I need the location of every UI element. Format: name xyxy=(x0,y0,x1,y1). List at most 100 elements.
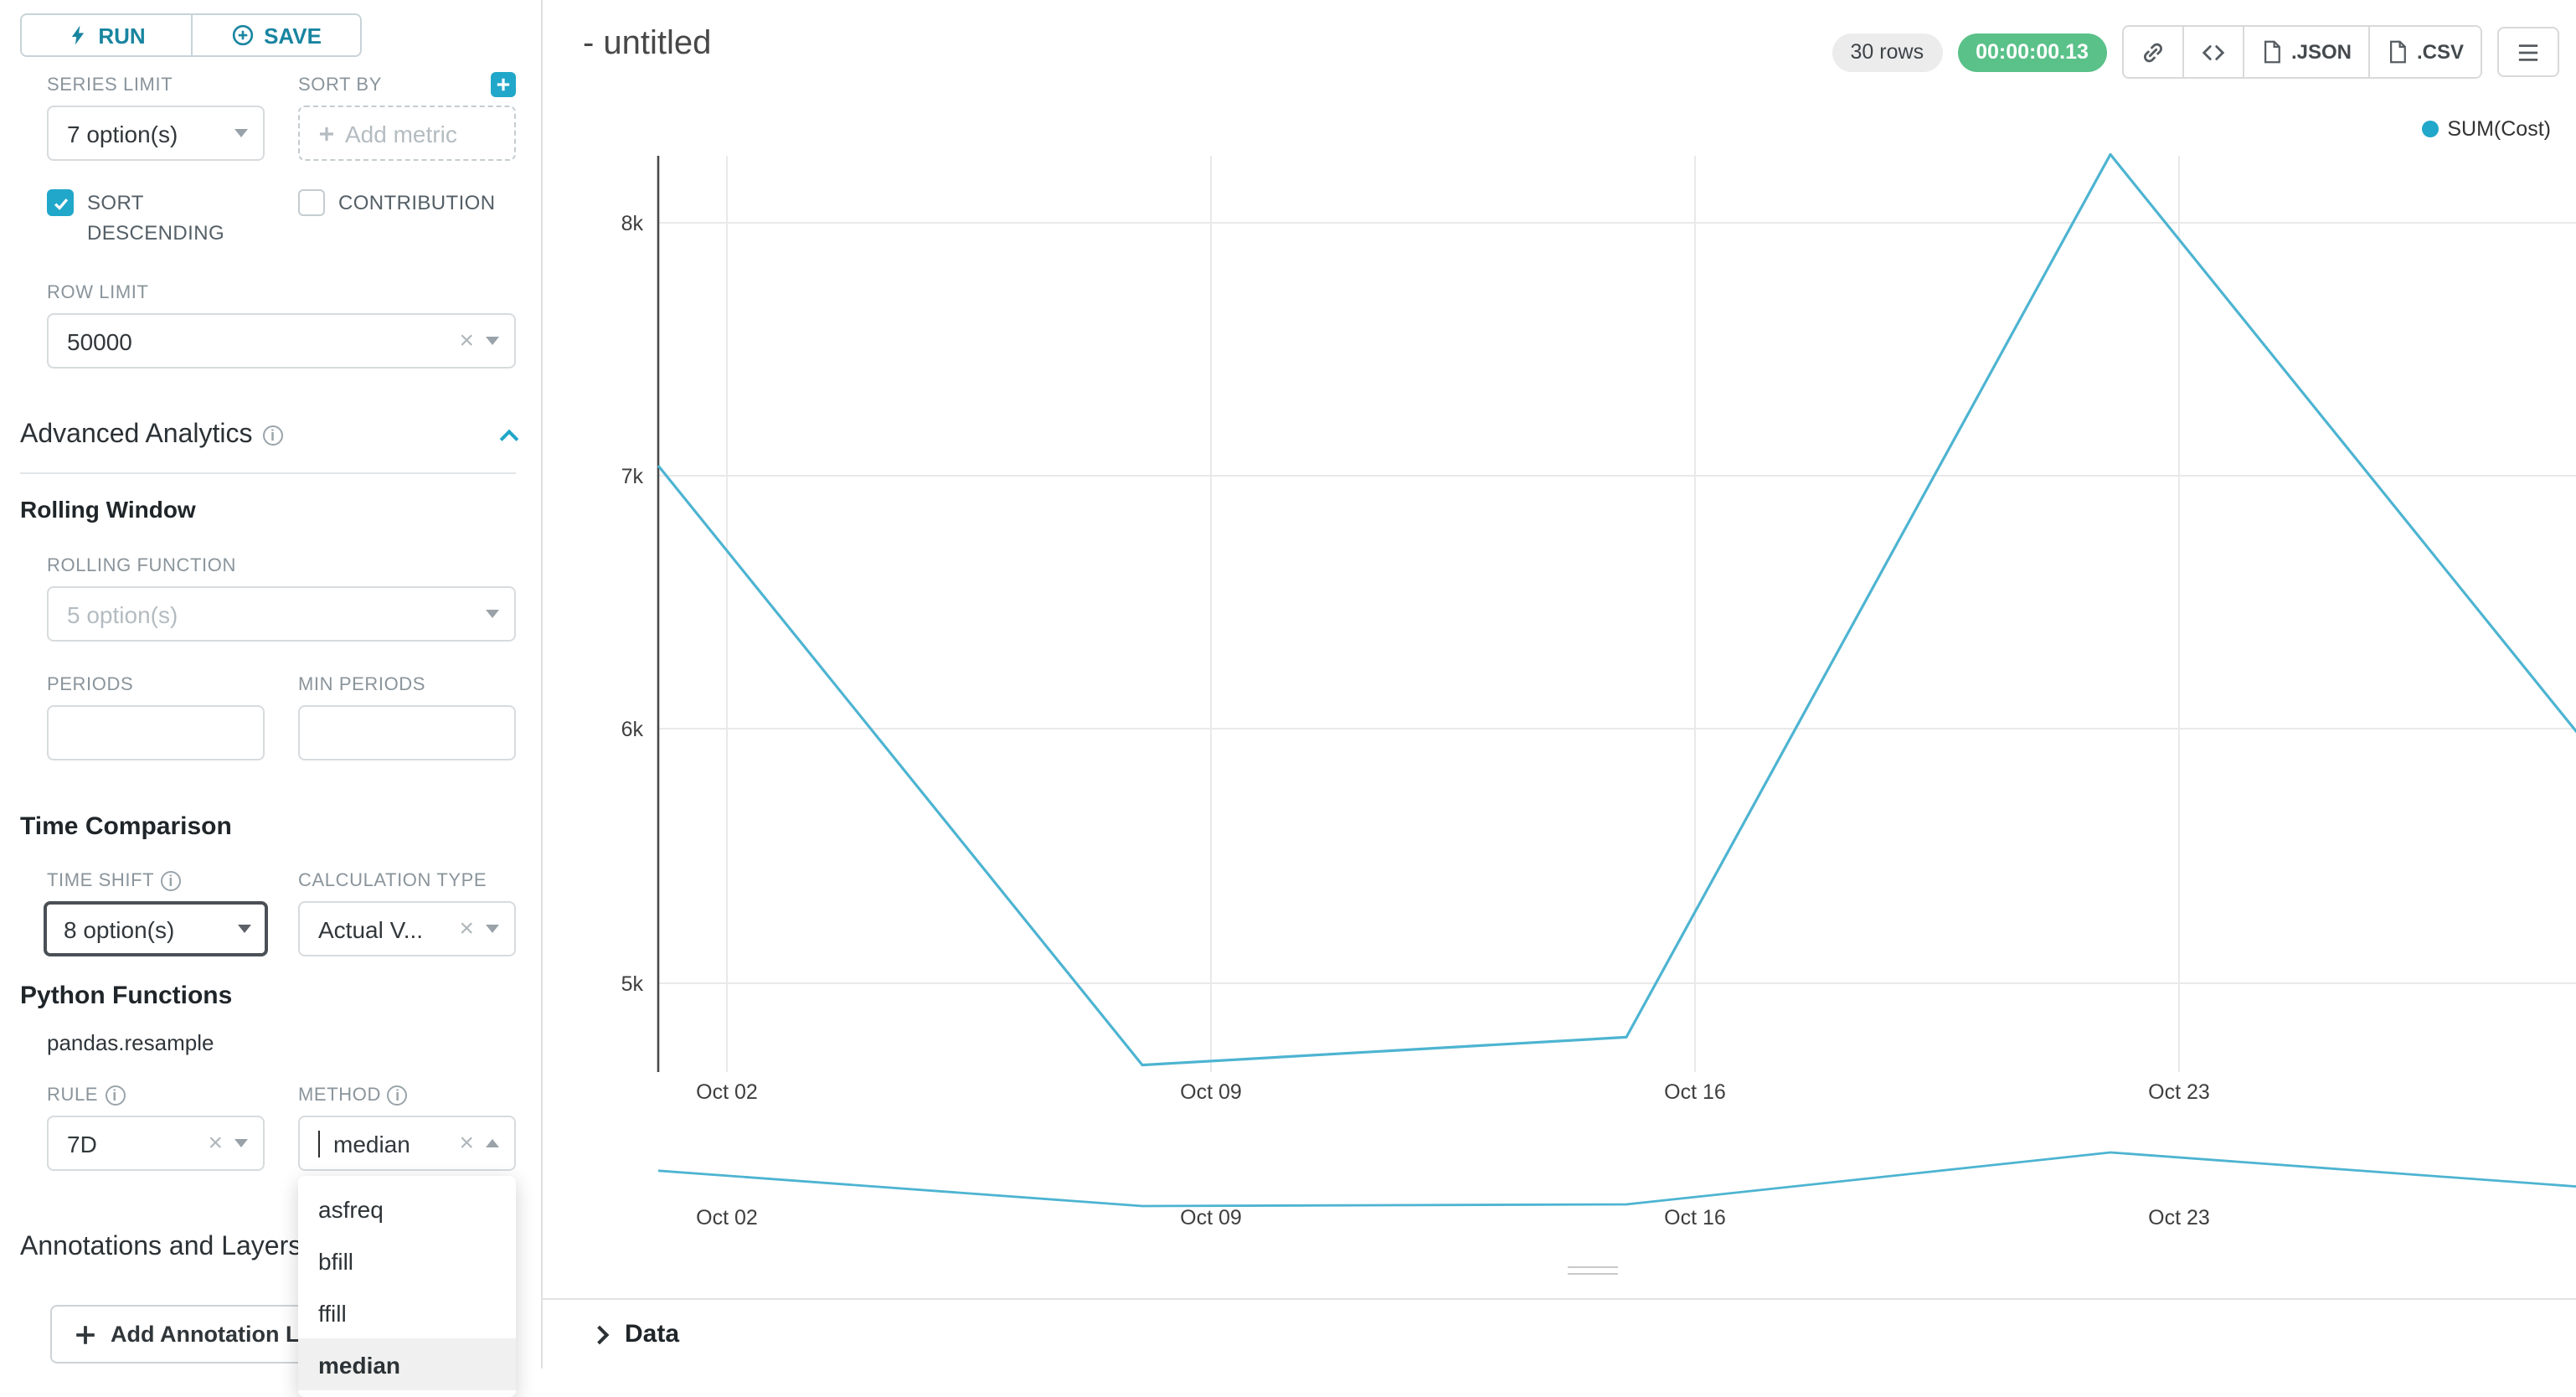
clear-icon[interactable]: × xyxy=(208,1129,223,1157)
svg-text:Oct 16: Oct 16 xyxy=(1664,1080,1726,1104)
run-button-label: RUN xyxy=(98,23,146,48)
svg-text:Oct 02: Oct 02 xyxy=(696,1080,758,1104)
periods-input[interactable] xyxy=(47,705,265,760)
rolling-function-value: 5 option(s) xyxy=(67,601,178,627)
rows-badge: 30 rows xyxy=(1832,33,1943,71)
contribution-checkbox[interactable] xyxy=(298,189,325,216)
line-chart[interactable]: 8k 7k 6k 5k Oct 02 Oct 09 Oct 16 Oct 23 Oct 02 Oc… xyxy=(543,101,2576,1273)
sort-by-label: SORT BY xyxy=(298,75,382,95)
timer-badge: 00:00:00.13 xyxy=(1957,33,2107,71)
contribution-field: CONTRIBUTION xyxy=(298,188,533,218)
method-label: METHOD xyxy=(298,1085,381,1105)
chevron-up-icon xyxy=(486,1139,499,1147)
method-select[interactable]: median × xyxy=(298,1116,516,1171)
file-icon xyxy=(2389,40,2406,64)
rolling-function-select[interactable]: 5 option(s) xyxy=(47,586,516,642)
chevron-up-icon[interactable] xyxy=(499,429,519,449)
lightning-icon xyxy=(71,25,84,45)
method-field: METHOD median × xyxy=(298,1084,516,1171)
chevron-down-icon xyxy=(234,1139,248,1147)
hamburger-icon xyxy=(2518,44,2538,60)
advanced-analytics-header[interactable]: Advanced Analytics xyxy=(20,420,519,451)
json-label: .JSON xyxy=(2290,40,2352,64)
time-shift-value: 8 option(s) xyxy=(64,915,175,942)
legend-label: SUM(Cost) xyxy=(2447,117,2551,141)
code-icon xyxy=(2202,44,2225,59)
rule-value: 7D xyxy=(67,1130,97,1157)
chevron-down-icon xyxy=(486,925,499,933)
method-option-median[interactable]: median xyxy=(298,1338,516,1390)
control-panel: RUN SAVE SERIES LIMIT 7 option(s) SORT B… xyxy=(0,0,543,1397)
svg-text:Oct 09: Oct 09 xyxy=(1180,1206,1242,1229)
advanced-analytics-title: Advanced Analytics xyxy=(20,420,253,449)
annotations-title: Annotations and Layers xyxy=(20,1233,302,1261)
legend[interactable]: SUM(Cost) xyxy=(2422,117,2551,141)
series-limit-label: SERIES LIMIT xyxy=(47,75,173,95)
min-periods-field: MIN PERIODS xyxy=(298,673,516,760)
rolling-function-field: ROLLING FUNCTION 5 option(s) xyxy=(47,554,516,642)
svg-text:Oct 16: Oct 16 xyxy=(1664,1206,1726,1229)
data-panel-header[interactable]: Data xyxy=(543,1298,2576,1369)
min-periods-input[interactable] xyxy=(298,705,516,760)
row-limit-field: ROW LIMIT 50000 × xyxy=(47,281,516,369)
sort-descending-checkbox[interactable] xyxy=(47,189,74,216)
chevron-down-icon xyxy=(486,610,499,618)
save-button-label: SAVE xyxy=(264,23,322,48)
method-option-bfill[interactable]: bfill xyxy=(318,1247,354,1274)
pandas-resample-label: pandas.resample xyxy=(47,1030,214,1055)
svg-text:8k: 8k xyxy=(621,212,644,235)
link-icon xyxy=(2143,42,2162,62)
svg-text:Oct 02: Oct 02 xyxy=(696,1206,758,1229)
series-limit-value: 7 option(s) xyxy=(67,120,178,147)
periods-label: PERIODS xyxy=(47,674,134,694)
method-value: median xyxy=(333,1130,410,1157)
resize-handle[interactable] xyxy=(1568,1266,1618,1275)
rule-select[interactable]: 7D × xyxy=(47,1116,265,1171)
svg-text:Oct 09: Oct 09 xyxy=(1180,1080,1242,1104)
svg-text:6k: 6k xyxy=(621,718,644,741)
check-icon xyxy=(53,198,68,209)
sort-by-select[interactable]: Add metric xyxy=(298,106,516,161)
run-button[interactable]: RUN xyxy=(22,15,190,55)
calculation-type-field: CALCULATION TYPE Actual V... × xyxy=(298,869,516,956)
save-button[interactable]: SAVE xyxy=(190,15,360,55)
run-save-group: RUN SAVE xyxy=(20,13,362,57)
menu-button[interactable] xyxy=(2497,27,2559,77)
add-metric-icon[interactable] xyxy=(491,72,516,97)
info-icon xyxy=(387,1085,408,1105)
python-functions-title: Python Functions xyxy=(20,982,233,1010)
row-limit-select[interactable]: 50000 × xyxy=(47,313,516,369)
export-csv-button[interactable]: .CSV xyxy=(2367,27,2481,77)
info-icon xyxy=(105,1085,126,1105)
time-comparison-title: Time Comparison xyxy=(20,812,232,841)
export-json-button[interactable]: .JSON xyxy=(2242,27,2368,77)
rule-field: RULE 7D × xyxy=(47,1084,265,1171)
chart-area: - untitled 30 rows 00:00:00.13 .JSON .CS… xyxy=(543,0,2576,1369)
sort-by-field: SORT BY Add metric xyxy=(298,72,516,161)
calculation-type-select[interactable]: Actual V... × xyxy=(298,901,516,956)
clear-icon[interactable]: × xyxy=(459,915,474,943)
row-limit-value: 50000 xyxy=(67,327,132,354)
method-option-ffill[interactable]: ffill xyxy=(318,1299,347,1326)
export-button-group: .JSON .CSV xyxy=(2121,25,2482,79)
method-option-asfreq[interactable]: asfreq xyxy=(318,1195,384,1222)
embed-code-button[interactable] xyxy=(2182,27,2243,77)
sort-by-placeholder: Add metric xyxy=(345,120,457,147)
sort-descending-field: SORT DESCENDING xyxy=(47,188,245,248)
header-controls: 30 rows 00:00:00.13 .JSON .CSV xyxy=(1832,25,2559,79)
rule-label: RULE xyxy=(47,1085,99,1105)
chevron-right-icon xyxy=(590,1324,610,1344)
copy-link-button[interactable] xyxy=(2123,27,2182,77)
row-limit-label: ROW LIMIT xyxy=(47,282,149,302)
svg-text:Oct 23: Oct 23 xyxy=(2148,1080,2210,1104)
series-limit-field: SERIES LIMIT 7 option(s) xyxy=(47,74,265,161)
contribution-label: CONTRIBUTION xyxy=(338,191,496,214)
series-limit-select[interactable]: 7 option(s) xyxy=(47,106,265,161)
time-shift-select[interactable]: 8 option(s) xyxy=(44,901,268,956)
clear-icon[interactable]: × xyxy=(459,327,474,355)
csv-label: .CSV xyxy=(2416,40,2464,64)
clear-icon[interactable]: × xyxy=(459,1129,474,1157)
section-divider xyxy=(20,472,516,474)
plus-icon xyxy=(76,1325,95,1343)
chevron-down-icon xyxy=(234,129,248,137)
